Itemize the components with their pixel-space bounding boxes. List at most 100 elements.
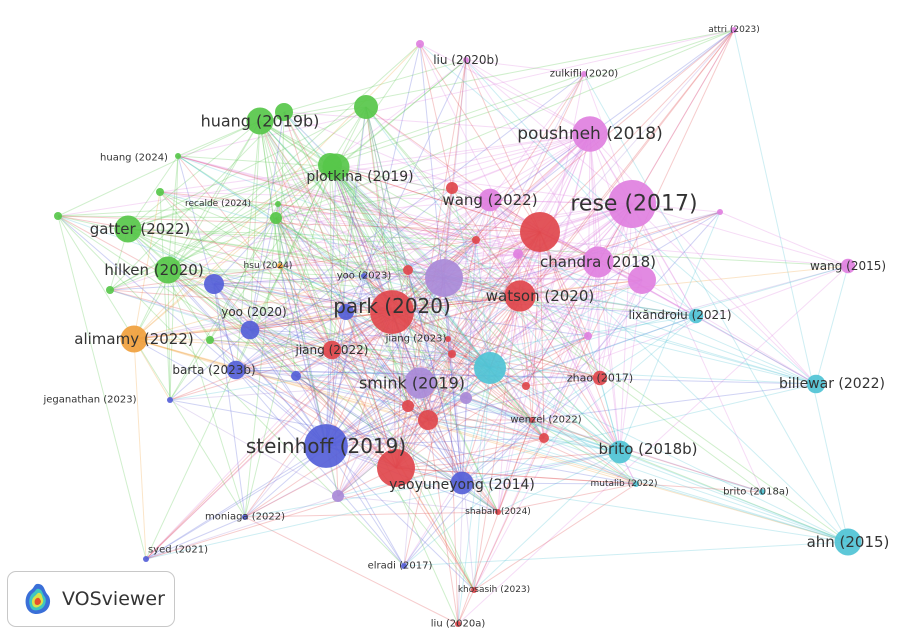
- node-poushneh2018[interactable]: [572, 116, 608, 152]
- node-label-yoo2020[interactable]: yoo (2020): [221, 305, 287, 319]
- node-label-billewar2022[interactable]: billewar (2022): [779, 376, 885, 392]
- node-label-ahn2015[interactable]: ahn (2015): [807, 533, 890, 551]
- network-hub-node-22[interactable]: [522, 382, 530, 390]
- network-hub-node-24[interactable]: [448, 350, 456, 358]
- network-hub-node-29[interactable]: [474, 352, 506, 384]
- network-hub-node-6[interactable]: [54, 212, 62, 220]
- node-label-huang2019b[interactable]: huang (2019b): [201, 112, 320, 131]
- network-hub-node-5[interactable]: [106, 286, 114, 294]
- node-yoo2023[interactable]: [361, 273, 367, 279]
- node-syed2021[interactable]: [143, 556, 149, 562]
- node-label-mutalib2022[interactable]: mutalib (2022): [590, 479, 657, 489]
- node-label-zulkifli2020[interactable]: zulkifli (2020): [550, 69, 619, 80]
- node-jeganathan2023[interactable]: [167, 397, 173, 403]
- node-label-wenzel2022[interactable]: wenzel (2022): [510, 415, 581, 426]
- node-label-hilken2020[interactable]: hilken (2020): [104, 261, 203, 279]
- node-wang2022[interactable]: [478, 188, 502, 212]
- node-label-watson2020[interactable]: watson (2020): [486, 287, 595, 305]
- node-wenzel2022[interactable]: [529, 417, 535, 423]
- node-huang2024[interactable]: [175, 153, 181, 159]
- network-hub-node-3[interactable]: [270, 212, 282, 224]
- network-hub-node-10[interactable]: [416, 40, 424, 48]
- node-label-plotkina2019[interactable]: plotkina (2019): [306, 169, 413, 185]
- node-label-chandra2018[interactable]: chandra (2018): [540, 253, 656, 271]
- node-plotkina2019[interactable]: [322, 153, 350, 181]
- network-hub-node-1[interactable]: [275, 103, 293, 121]
- node-label-huang2024[interactable]: huang (2024): [100, 153, 168, 164]
- network-hub-node-15[interactable]: [332, 490, 344, 502]
- node-label-jiang2023[interactable]: jiang (2023): [385, 334, 447, 345]
- node-recalde2024[interactable]: [275, 201, 281, 207]
- node-watson2020[interactable]: [504, 280, 536, 312]
- node-zhao2017[interactable]: [592, 370, 608, 386]
- node-lixandroiu2021[interactable]: [688, 308, 704, 324]
- node-hilken2020[interactable]: [154, 256, 182, 284]
- network-hub-node-16[interactable]: [520, 212, 560, 252]
- node-label-hsu2024[interactable]: hsu (2024): [244, 261, 293, 271]
- node-zulkifli2020[interactable]: [581, 71, 587, 77]
- node-mutalib2022[interactable]: [633, 481, 639, 487]
- node-label-yaoyuneyong2014[interactable]: yaoyuneyong (2014): [389, 477, 535, 493]
- node-liu2020a[interactable]: [455, 621, 461, 627]
- network-hub-node-4[interactable]: [156, 188, 164, 196]
- node-hsu2024[interactable]: [277, 263, 283, 269]
- network-hub-node-13[interactable]: [425, 259, 463, 297]
- node-yoo2020[interactable]: [240, 320, 260, 340]
- node-label-rese2017[interactable]: rese (2017): [570, 192, 697, 217]
- node-yaoyuneyong2014[interactable]: [450, 471, 474, 495]
- node-barta2023b[interactable]: [226, 360, 246, 380]
- network-hub-node-17[interactable]: [377, 449, 415, 487]
- node-shaban2024[interactable]: [495, 509, 501, 515]
- network-hub-node-7[interactable]: [206, 336, 214, 344]
- node-label-wang2015[interactable]: wang (2015): [810, 259, 886, 273]
- network-hub-node-18[interactable]: [418, 410, 438, 430]
- node-label-shaban2024[interactable]: shaban (2024): [465, 507, 531, 517]
- network-hub-node-11[interactable]: [513, 249, 523, 259]
- node-moniaga2022[interactable]: [242, 514, 248, 520]
- node-ahn2015[interactable]: [834, 528, 862, 556]
- network-hub-node-9[interactable]: [717, 209, 723, 215]
- node-alimamy2022[interactable]: [120, 325, 148, 353]
- network-hub-node-14[interactable]: [460, 392, 472, 404]
- node-rese2017[interactable]: [608, 180, 656, 228]
- node-wang2015[interactable]: [840, 258, 856, 274]
- node-label-park2020[interactable]: park (2020): [333, 294, 451, 318]
- node-label-jeganathan2023[interactable]: jeganathan (2023): [42, 395, 136, 406]
- node-label-liu2020a[interactable]: liu (2020a): [431, 619, 486, 630]
- node-label-liu2020b[interactable]: liu (2020b): [433, 53, 499, 67]
- node-chandra2018[interactable]: [582, 246, 614, 278]
- node-gatter2022[interactable]: [114, 215, 142, 243]
- node-label-attri2023[interactable]: attri (2023): [708, 25, 760, 35]
- node-label-moniaga2022[interactable]: moniaga (2022): [205, 512, 285, 523]
- node-park2020[interactable]: [370, 290, 414, 334]
- node-label-elradi2017[interactable]: elradi (2017): [368, 561, 433, 572]
- node-brito2018a[interactable]: [759, 489, 765, 495]
- node-label-brito2018b[interactable]: brito (2018b): [598, 440, 697, 458]
- node-label-barta2023b[interactable]: barta (2023b): [172, 363, 255, 377]
- network-hub-node-25[interactable]: [472, 236, 480, 244]
- network-hub-node-26[interactable]: [204, 274, 224, 294]
- node-jiang2023[interactable]: [445, 336, 451, 342]
- network-hub-node-27[interactable]: [338, 304, 354, 320]
- node-label-alimamy2022[interactable]: alimamy (2022): [74, 330, 193, 348]
- node-khosasih2023[interactable]: [471, 587, 477, 593]
- node-elradi2017[interactable]: [401, 563, 407, 569]
- node-label-zhao2017[interactable]: zhao (2017): [567, 372, 633, 385]
- network-hub-node-28[interactable]: [291, 371, 301, 381]
- node-label-syed2021[interactable]: syed (2021): [148, 545, 208, 556]
- node-steinhoff2019[interactable]: [304, 424, 348, 468]
- node-huang2019b[interactable]: [246, 107, 274, 135]
- node-label-jiang2022[interactable]: jiang (2022): [295, 343, 369, 357]
- node-label-lixandroiu2021[interactable]: lixăndroiu (2021): [628, 308, 731, 322]
- node-label-poushneh2018[interactable]: poushneh (2018): [517, 124, 663, 144]
- node-billewar2022[interactable]: [806, 374, 826, 394]
- node-attri2023[interactable]: [731, 27, 737, 33]
- network-hub-node-12[interactable]: [584, 332, 592, 340]
- node-label-yoo2023[interactable]: yoo (2023): [337, 271, 392, 282]
- network-hub-node-23[interactable]: [539, 433, 549, 443]
- node-brito2018b[interactable]: [608, 440, 632, 464]
- network-hub-node-0[interactable]: [354, 95, 378, 119]
- network-hub-node-21[interactable]: [403, 265, 413, 275]
- node-label-smink2019[interactable]: smink (2019): [359, 374, 465, 393]
- node-label-khosasih2023[interactable]: khosasih (2023): [458, 585, 530, 595]
